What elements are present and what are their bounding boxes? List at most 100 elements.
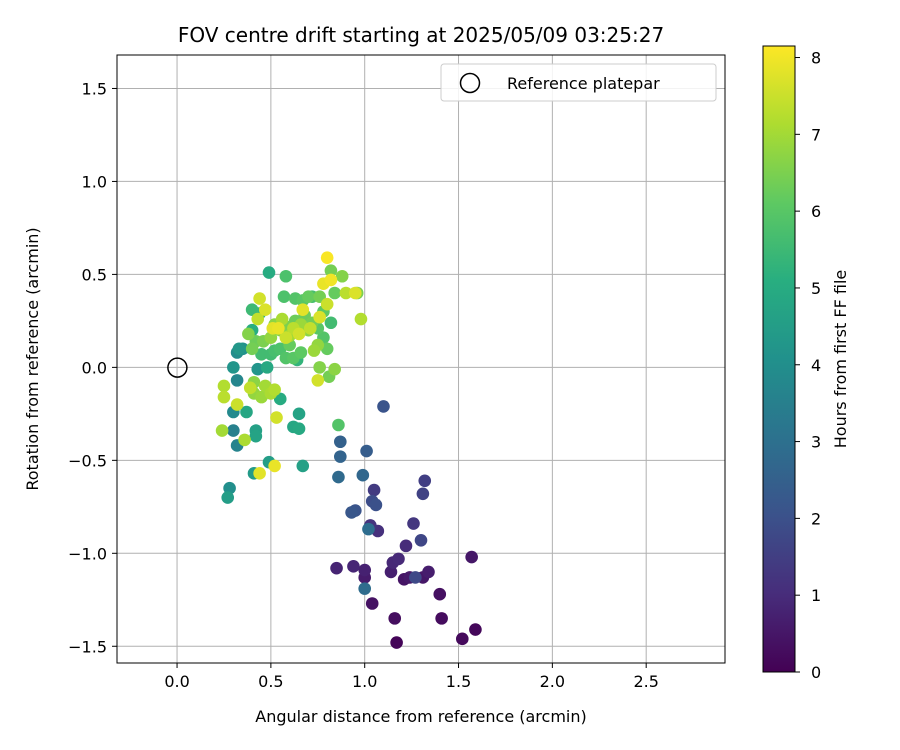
data-point [268,459,281,473]
colorbar: 0 1 2 3 4 5 6 7 8 Hours from first FF file [762,45,850,682]
data-point [292,407,306,421]
data-point [418,474,432,488]
chart-title: FOV centre drift starting at 2025/05/09 … [178,23,664,47]
data-point [388,612,402,625]
colorbar-tick-label: 0 [811,663,821,682]
data-point [328,362,341,376]
data-point [302,290,315,304]
data-point [296,303,310,317]
data-point [240,405,253,419]
y-tick-label: 0.0 [82,358,107,377]
data-point [294,346,308,359]
colorbar-tick-label: 1 [811,586,821,605]
data-point [320,251,334,264]
colorbar-tick-label: 3 [811,433,821,452]
data-point [339,286,353,300]
data-point [332,418,345,432]
data-point [249,429,263,443]
y-tick-label: 1.5 [82,79,107,98]
data-point [324,264,338,277]
data-point [243,381,257,395]
data-point [245,342,259,356]
data-point [255,348,268,361]
data-point [334,435,347,449]
data-point [230,374,244,387]
data-point [251,312,265,326]
x-tick-label: 1.5 [446,672,471,691]
y-axis-label: Rotation from reference (arcmin) [23,227,42,490]
colorbar-tick-label: 2 [811,509,821,528]
y-tick-label: 1.0 [82,172,107,191]
data-point [260,361,274,374]
data-point [358,582,372,595]
x-tick-label: 2.5 [633,672,658,691]
data-point [272,322,285,335]
data-point [245,303,259,317]
legend-label: Reference platepar [507,74,660,93]
data-point [279,269,293,283]
data-point [435,612,448,625]
data-point [253,467,266,480]
x-axis-label: Angular distance from reference (arcmin) [255,707,586,726]
data-point [313,310,326,324]
x-axis-ticks: 0.0 0.5 1.0 1.5 2.0 2.5 [164,663,659,691]
data-point [416,487,430,501]
data-point [296,459,310,473]
data-point [409,571,422,584]
legend: Reference platepar [440,63,717,102]
data-point [215,424,229,437]
data-point [273,392,287,406]
data-point [367,483,381,497]
data-point [242,327,255,341]
data-point [313,361,326,374]
x-tick-label: 0.5 [258,672,283,691]
data-point [390,636,403,649]
x-tick-label: 2.0 [540,672,565,691]
data-point [238,433,251,447]
data-point [324,316,338,330]
data-point [324,273,338,287]
data-point [268,383,281,396]
data-point [392,552,405,566]
data-point [330,561,343,575]
data-point [422,565,435,579]
colorbar-label: Hours from first FF file [831,270,850,449]
data-point [251,362,265,376]
data-point [292,422,306,436]
data-point [377,400,390,413]
reference-marker [167,357,188,378]
data-point [217,390,231,404]
data-points [215,251,482,649]
data-point [262,266,276,279]
data-point [407,517,420,530]
data-point [227,424,240,437]
colorbar-ticks: 0 1 2 3 4 5 6 7 8 [795,49,821,682]
data-point [347,560,360,573]
data-point [455,632,469,646]
x-tick-label: 1.0 [352,672,377,691]
data-point [303,322,317,335]
x-tick-label: 0.0 [164,672,189,691]
legend-marker [459,72,481,94]
data-point [356,468,370,482]
data-point [465,550,478,564]
data-point [354,312,368,326]
y-axis-ticks: −1.5 −1.0 −0.5 0.0 0.5 1.0 1.5 [68,79,117,656]
data-point [311,374,325,387]
data-point [399,539,413,553]
colorbar-tick-label: 7 [811,125,821,144]
data-point [270,411,283,424]
data-point [217,379,231,393]
y-tick-label: −1.5 [68,637,107,656]
data-point [277,290,291,304]
data-point [335,269,349,283]
data-point [292,327,306,341]
data-point [414,533,428,547]
colorbar-tick-label: 5 [811,279,821,298]
data-point [345,506,358,519]
colorbar-tick-label: 8 [811,49,821,68]
data-point [349,286,362,300]
colorbar-gradient [762,45,796,673]
legend-box [440,63,717,102]
